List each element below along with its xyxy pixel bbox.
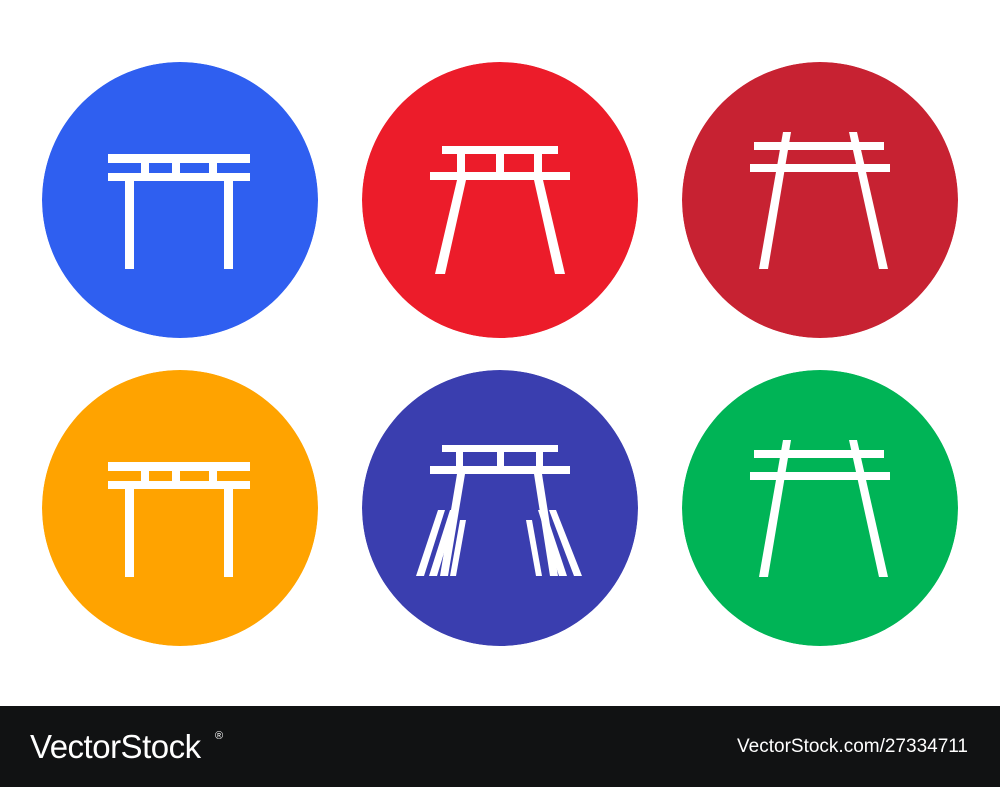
svg-text:®: ®: [215, 730, 223, 742]
torii-gate-straight-icon: [42, 370, 318, 646]
torii-gate-perspective-tall-icon-graphic: [682, 62, 958, 338]
icon-background-circle: [362, 370, 638, 646]
torii-gate-shape: [430, 146, 570, 274]
torii-gate-straight-icon: [42, 62, 318, 338]
torii-gate-straight-icon-graphic: [42, 62, 318, 338]
icon-background-circle: [42, 370, 318, 646]
torii-gate-perspective-icon-graphic: [362, 62, 638, 338]
torii-gate-perspective-icon: [362, 62, 638, 338]
icon-grid: [42, 62, 958, 646]
icon-background-circle: [42, 62, 318, 338]
torii-gate-path-icon-graphic: [362, 370, 638, 646]
torii-gate-shape: [750, 440, 890, 577]
brand-text: VectorStock: [30, 728, 202, 765]
image-id-text: VectorStock.com/27334711: [737, 736, 968, 757]
vectorstock-logo: VectorStock ®: [30, 725, 260, 769]
icon-background-circle: [682, 62, 958, 338]
torii-gate-shape: [108, 462, 250, 577]
watermark-bar: VectorStock ® VectorStock.com/27334711: [0, 706, 1000, 787]
torii-gate-perspective-tall-icon: [682, 62, 958, 338]
torii-gate-perspective-tall-icon: [682, 370, 958, 646]
torii-gate-path-icon: [362, 370, 638, 646]
torii-gate-shape: [750, 132, 890, 269]
torii-gate-straight-icon-graphic: [42, 370, 318, 646]
torii-gate-shape: [416, 445, 582, 576]
icon-background-circle: [682, 370, 958, 646]
torii-gate-shape: [108, 154, 250, 269]
icon-background-circle: [362, 62, 638, 338]
torii-gate-perspective-tall-icon-graphic: [682, 370, 958, 646]
